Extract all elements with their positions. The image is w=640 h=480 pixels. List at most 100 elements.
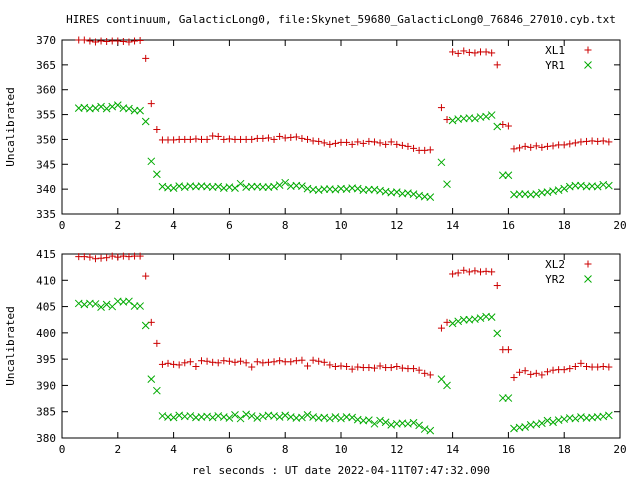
data-point [398, 364, 406, 372]
data-point [298, 134, 306, 142]
data-point [543, 416, 552, 425]
data-point [443, 318, 451, 326]
data-point [264, 358, 272, 366]
y-tick-label: 395 [36, 353, 56, 366]
data-point [449, 270, 457, 278]
y-tick-label: 400 [36, 327, 56, 340]
data-point [348, 413, 357, 422]
data-point [354, 138, 362, 146]
data-point [337, 362, 345, 370]
data-point [604, 411, 613, 420]
data-point [487, 313, 496, 321]
data-point [454, 317, 463, 326]
legend-marker [584, 61, 592, 69]
data-point [343, 138, 351, 146]
data-point [410, 144, 418, 152]
data-point [488, 49, 496, 57]
data-point [382, 140, 390, 148]
data-point [538, 371, 546, 379]
data-point [504, 171, 513, 180]
data-point [136, 106, 144, 115]
data-point [387, 364, 395, 372]
data-point [214, 132, 222, 140]
y-tick-label: 360 [36, 84, 56, 97]
x-tick-label: 8 [282, 219, 289, 232]
data-point [248, 363, 256, 371]
data-point [527, 143, 535, 151]
data-point [354, 363, 362, 371]
data-point [130, 106, 139, 115]
data-point [560, 184, 569, 193]
x-tick-label: 14 [446, 219, 460, 232]
data-point [471, 49, 479, 57]
data-point [448, 116, 457, 125]
data-point [443, 180, 451, 189]
plot-frame [61, 39, 621, 215]
data-point [493, 122, 502, 131]
y-tick-label: 335 [36, 208, 56, 221]
data-point [376, 362, 384, 370]
data-point [153, 339, 161, 347]
data-point [236, 179, 245, 188]
data-point [142, 272, 150, 280]
x-tick-label: 12 [390, 443, 403, 456]
data-point [103, 254, 111, 262]
data-point [108, 252, 116, 260]
data-point [91, 255, 99, 263]
data-point [147, 100, 155, 108]
data-point [231, 184, 239, 193]
x-tick-label: 20 [613, 443, 626, 456]
data-point [331, 363, 339, 371]
y-tick-label: 345 [36, 158, 56, 171]
data-point [113, 101, 122, 109]
data-point [236, 414, 245, 423]
x-tick-label: 20 [613, 219, 626, 232]
data-point [460, 47, 468, 55]
data-point [471, 267, 479, 275]
data-point [130, 302, 139, 310]
data-point [102, 104, 111, 113]
data-point [538, 143, 546, 151]
data-point [515, 190, 524, 198]
data-point [153, 170, 161, 179]
data-point [583, 363, 591, 371]
data-point [276, 357, 284, 365]
data-point [370, 364, 378, 372]
data-point [599, 137, 607, 145]
data-point [337, 414, 345, 423]
data-point [259, 359, 267, 367]
data-point [209, 358, 217, 366]
data-point [448, 319, 457, 328]
data-point [214, 182, 223, 191]
data-point [521, 423, 529, 431]
data-point [454, 269, 462, 277]
data-point [292, 357, 300, 365]
x-tick-label: 14 [446, 443, 460, 456]
data-point [169, 413, 178, 422]
data-point [487, 111, 496, 119]
data-point [410, 365, 418, 373]
data-point [532, 369, 540, 377]
data-point [91, 104, 100, 112]
data-point [158, 360, 166, 368]
data-point [571, 139, 579, 147]
data-point [320, 358, 328, 366]
x-axis-label: rel seconds : UT date 2022-04-11T07:47:3… [192, 464, 490, 477]
data-point [605, 138, 613, 146]
data-point [331, 139, 339, 147]
data-point [169, 184, 178, 193]
data-point [549, 418, 557, 427]
data-point [320, 185, 329, 193]
data-point [186, 412, 195, 420]
x-tick-label: 4 [170, 219, 177, 232]
data-point [521, 142, 529, 150]
series-XL2 [75, 252, 613, 382]
data-point [437, 158, 446, 167]
data-point [225, 414, 234, 422]
data-point [203, 357, 211, 365]
x-tick-label: 2 [114, 443, 121, 456]
data-point [393, 140, 401, 148]
data-point [270, 182, 278, 191]
y-tick-label: 405 [36, 301, 56, 314]
